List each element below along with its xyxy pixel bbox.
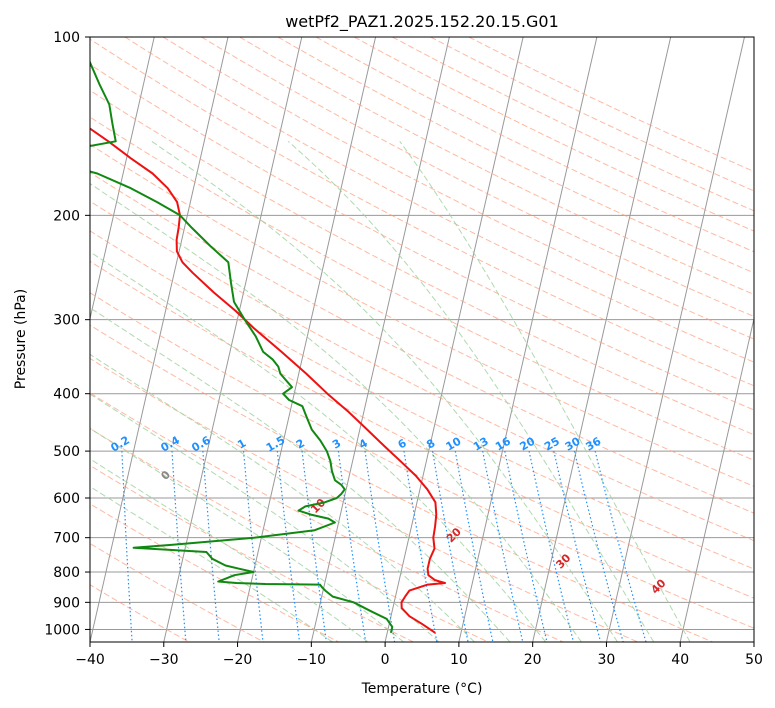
mixing-ratio-line: [528, 450, 575, 642]
dry-adiabat-line: [90, 143, 754, 487]
mixing-ratio-line: [171, 451, 187, 642]
x-tick-label: 40: [671, 652, 689, 668]
dry-adiabat-line: [90, 89, 754, 436]
moist-adiabat-line: [90, 307, 511, 642]
moist-adiabat-label: 0: [158, 468, 173, 483]
mixing-ratio-line: [276, 451, 301, 642]
dry-adiabat-line: [90, 542, 265, 642]
dry-adiabat-line: [315, 37, 754, 253]
x-tick-label: −30: [149, 652, 179, 668]
mixing-ratio-label: 3: [330, 437, 343, 452]
dry-adiabat-line: [124, 37, 754, 363]
dry-adiabat-line: [162, 37, 754, 340]
temperature-profile-line: [90, 127, 446, 634]
moist-adiabat-label: 40: [649, 576, 669, 596]
y-tick-label: 800: [53, 565, 80, 581]
dry-adiabat-line: [392, 37, 754, 212]
x-tick-label: 30: [598, 652, 616, 668]
isotherm-line: [90, 37, 155, 321]
mixing-ratio-line: [482, 450, 524, 642]
y-axis-title: Pressure (hPa): [13, 289, 29, 389]
x-tick-label: −40: [75, 652, 105, 668]
mixing-ratio-label: 4: [357, 436, 370, 451]
mixing-ratio-line: [504, 450, 548, 642]
dewpoint-profile-line: [90, 59, 394, 634]
isotherm-line: [384, 37, 524, 642]
mixing-ratio-line: [594, 450, 647, 642]
isotherm-line: [605, 37, 745, 642]
dry-adiabat-line: [239, 37, 754, 296]
isotherm-line: [90, 37, 229, 642]
dry-adiabat-line: [468, 37, 754, 173]
moist-adiabat-line: [90, 251, 547, 642]
mixing-ratio-line: [242, 451, 264, 642]
moist-adiabat-line: [90, 458, 369, 642]
y-tick-label: 900: [53, 595, 80, 611]
isotherm-line: [679, 316, 754, 642]
x-axis-title: Temperature (°C): [361, 681, 483, 697]
mixing-ratio-line: [573, 450, 624, 642]
isotherm-line: [753, 639, 754, 642]
moist-adiabat-line: [399, 141, 691, 642]
dry-adiabat-line: [90, 392, 564, 642]
isotherm-line: [237, 37, 377, 642]
dry-adiabat-line: [90, 171, 754, 514]
isotherm-line: [458, 37, 598, 642]
dry-adiabat-line: [90, 230, 754, 570]
dry-adiabat-line: [430, 37, 754, 192]
mixing-ratio-line: [301, 451, 327, 642]
dry-adiabat-line: [90, 38, 754, 387]
mixing-ratio-line: [364, 451, 396, 642]
mixing-ratio-line: [403, 451, 438, 642]
axis-ticks: −40 −30 −20 −10 0 10 20 30 40 5010020030040050060…: [44, 30, 763, 668]
x-tick-label: 10: [450, 652, 468, 668]
moist-adiabat-line: [151, 140, 618, 642]
plot-frame: [89, 36, 755, 643]
dry-adiabat-line: [90, 200, 754, 542]
dry-adiabat-line: [90, 324, 713, 642]
y-tick-label: 600: [53, 491, 80, 507]
dry-adiabat-line: [90, 357, 639, 642]
x-tick-label: 50: [745, 652, 763, 668]
mixing-ratio-line: [454, 450, 494, 642]
x-tick-label: 20: [524, 652, 542, 668]
mixing-ratio-line: [553, 450, 602, 642]
x-tick-label: −10: [297, 652, 327, 668]
y-tick-label: 300: [53, 313, 80, 329]
dry-adiabat-line: [90, 63, 754, 411]
y-tick-label: 100: [53, 30, 80, 46]
moist-adiabat-line: [90, 393, 440, 642]
dry-adiabat-line: [90, 116, 754, 461]
moist-adiabat-line: [90, 353, 475, 642]
moist-adiabat-line: [90, 485, 333, 642]
y-tick-label: 700: [53, 531, 80, 547]
moist-adiabat-line: [287, 140, 655, 642]
isotherm-line: [532, 37, 672, 642]
y-tick-label: 200: [53, 208, 80, 224]
chart-title: wetPf2_PAZ1.2025.152.20.15.G01: [285, 12, 559, 32]
moist-adiabat-label: 30: [553, 551, 573, 571]
mixing-ratio-label: 6: [396, 436, 409, 451]
y-tick-label: 500: [53, 444, 80, 460]
mixing-ratio-line: [431, 450, 469, 642]
isotherm-line: [163, 37, 303, 642]
dry-adiabat-line: [90, 292, 754, 629]
y-tick-label: 400: [53, 387, 80, 403]
mixing-ratio-line: [337, 451, 367, 642]
x-tick-label: 0: [381, 652, 390, 668]
sounding-series: [90, 59, 446, 634]
x-tick-label: −20: [223, 652, 253, 668]
plot-area: [0, 37, 754, 642]
moist-adiabat-line: [90, 182, 582, 642]
dry-adiabat-line: [353, 37, 754, 232]
isotherm-line: [0, 37, 7, 642]
dry-adiabat-line: [90, 260, 754, 599]
dry-adiabat-line: [90, 428, 489, 642]
dry-adiabat-line: [277, 37, 754, 274]
y-tick-label: 1000: [44, 622, 80, 638]
